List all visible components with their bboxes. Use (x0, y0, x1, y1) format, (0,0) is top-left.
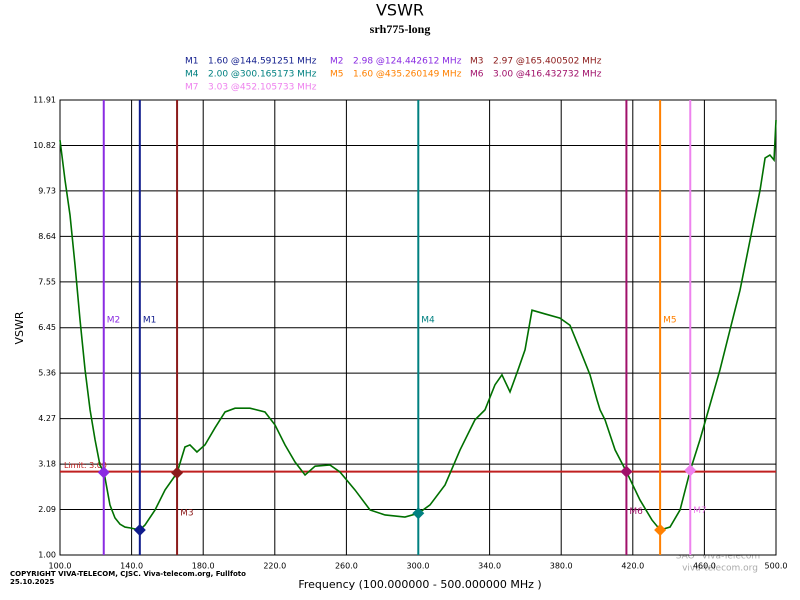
marker-legend-value: 3.03 @452.105733 MHz (208, 83, 317, 93)
marker-diamond (684, 464, 697, 477)
watermark: viva-telecom.org (682, 564, 758, 574)
marker-plot-label: M1 (143, 316, 157, 326)
marker-legend-value: 1.60 @144.591251 MHz (208, 57, 317, 67)
x-tick-label: 180.0 (192, 562, 215, 571)
x-tick-label: 420.0 (621, 562, 644, 571)
y-tick-label: 7.55 (38, 277, 56, 286)
marker-plot-label: M2 (107, 316, 121, 326)
y-tick-label: 9.73 (38, 186, 56, 195)
copyright: COPYRIGHT VIVA-TELECOM, CJSC. Viva-telec… (10, 570, 246, 578)
marker-legend-value: 2.00 @300.165173 MHz (208, 70, 317, 80)
marker-diamond (412, 507, 425, 520)
limit-label: Limit: 3.00 (64, 461, 107, 470)
y-tick-label: 2.09 (38, 505, 56, 514)
marker-legend-value: 2.98 @124.442612 MHz (353, 57, 462, 67)
marker-legend-value: 2.97 @165.400502 MHz (493, 57, 602, 67)
x-tick-label: 300.0 (407, 562, 430, 571)
x-tick-label: 220.0 (263, 562, 286, 571)
marker-plot-label: M6 (629, 507, 643, 517)
date: 25.10.2025 (10, 578, 54, 586)
y-tick-label: 4.27 (38, 414, 56, 423)
marker-legend-name: M1 (185, 57, 199, 67)
marker-diamond (620, 465, 633, 478)
y-tick-label: 6.45 (38, 323, 56, 332)
y-tick-label: 3.18 (38, 460, 56, 469)
chart-subtitle: srh775-long (370, 22, 431, 36)
marker-diamond (654, 523, 667, 536)
marker-diamond (133, 523, 146, 536)
marker-plot-label: M4 (421, 316, 435, 326)
watermark: SAO "Viva-Telecom" (676, 552, 765, 562)
y-tick-label: 1.00 (38, 551, 56, 560)
x-tick-label: 380.0 (550, 562, 573, 571)
marker-plot-label: M5 (663, 316, 677, 326)
marker-legend-name: M4 (185, 70, 199, 80)
y-tick-label: 8.64 (38, 232, 56, 241)
marker-plot-label: M3 (180, 508, 194, 518)
y-tick-label: 5.36 (38, 369, 56, 378)
marker-diamond (171, 466, 184, 479)
x-tick-label: 140.0 (120, 562, 143, 571)
x-tick-label: 100.0 (49, 562, 72, 571)
x-tick-label: 500.0 (765, 562, 788, 571)
marker-legend-value: 1.60 @435.260149 MHz (353, 70, 462, 80)
marker-legend-name: M5 (330, 70, 344, 80)
marker-legend-name: M2 (330, 57, 344, 67)
y-axis-label: VSWR (13, 311, 26, 344)
marker-legend-value: 3.00 @416.432732 MHz (493, 70, 602, 80)
marker-legend-name: M7 (185, 83, 199, 93)
x-axis-label: Frequency (100.000000 - 500.000000 MHz ) (298, 578, 541, 591)
x-tick-label: 260.0 (335, 562, 358, 571)
y-tick-label: 10.82 (33, 141, 56, 150)
marker-plot-label: M7 (693, 506, 707, 516)
marker-diamond (97, 466, 110, 479)
marker-legend-name: M3 (470, 57, 484, 67)
marker-legend-name: M6 (470, 70, 484, 80)
trace-line (59, 119, 777, 531)
y-tick-label: 11.91 (33, 96, 56, 105)
x-tick-label: 460.0 (693, 562, 716, 571)
chart-title: VSWR (376, 1, 424, 20)
x-tick-label: 340.0 (478, 562, 501, 571)
